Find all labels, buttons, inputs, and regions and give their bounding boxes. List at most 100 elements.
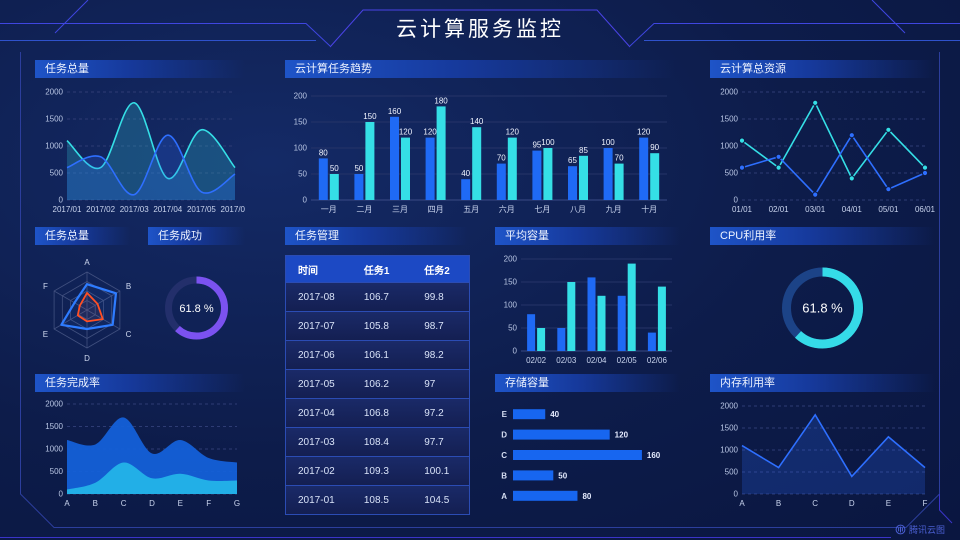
svg-text:05/01: 05/01 [878, 205, 899, 214]
table-cell: 97.2 [424, 407, 444, 419]
table-row: 2017-08 106.7 99.8 [286, 282, 469, 311]
svg-text:0: 0 [59, 490, 64, 499]
svg-text:D: D [501, 431, 507, 440]
panel-avg-capacity: 平均容量 0 50 100 150 200 02/02 02/03 02/04 02/05 02/… [495, 227, 680, 367]
panel-title-avg-capacity: 平均容量 [495, 227, 680, 245]
task-total-line-chart: 0 500 1000 1500 2000 2017/01 2017/02 2017/03 201… [45, 88, 245, 215]
svg-text:F: F [43, 282, 48, 291]
svg-text:40: 40 [461, 169, 470, 178]
svg-text:02/06: 02/06 [647, 356, 668, 365]
svg-text:01/01: 01/01 [732, 205, 753, 214]
svg-text:1000: 1000 [45, 142, 63, 151]
svg-text:150: 150 [504, 278, 518, 287]
svg-text:500: 500 [50, 467, 64, 476]
table-cell: 106.8 [363, 407, 389, 419]
svg-text:1000: 1000 [720, 142, 738, 151]
svg-text:80: 80 [319, 148, 328, 157]
svg-text:六月: 六月 [499, 204, 515, 214]
table-cell: 108.4 [363, 436, 389, 448]
table-cell: 100.1 [424, 465, 450, 477]
panel-cloud-resource: 云计算总资源 0 500 1000 1500 2000 01/01 02/01 03/01 04… [710, 60, 935, 216]
svg-text:100: 100 [294, 144, 308, 153]
svg-text:02/02: 02/02 [526, 356, 547, 365]
svg-text:0: 0 [734, 490, 739, 499]
task-table: 时间 任务1 任务2 2017-08 106.7 99.8 2017-07 105.8 98.7… [285, 255, 470, 515]
table-cell: 2017-02 [298, 465, 335, 477]
brand-watermark-text: 腾讯云图 [909, 525, 946, 535]
svg-text:90: 90 [650, 143, 659, 152]
svg-text:120: 120 [423, 128, 437, 137]
svg-text:E: E [886, 499, 891, 508]
table-cell: 97 [424, 378, 436, 390]
panel-title-task-manage: 任务管理 [285, 227, 468, 245]
svg-text:02/01: 02/01 [769, 205, 790, 214]
table-cell: 98.2 [424, 349, 444, 361]
svg-text:0: 0 [59, 196, 64, 205]
svg-text:A: A [84, 258, 90, 267]
panel-task-total-radar: 任务总量 A B C D E F [35, 227, 135, 367]
svg-text:1500: 1500 [720, 115, 738, 124]
mem-usage-line-chart: 0 500 1000 1500 2000 A B C D E F [720, 402, 927, 509]
task-complete-area-chart: 0 500 1000 1500 2000 A B C D E F G [45, 400, 240, 509]
svg-text:七月: 七月 [534, 205, 550, 214]
svg-text:65: 65 [568, 156, 577, 165]
panel-title-cloud-task-trend: 云计算任务趋势 [285, 60, 675, 78]
panel-task-success: 任务成功 61.8 % [148, 227, 245, 367]
svg-text:E: E [178, 499, 183, 508]
svg-text:200: 200 [294, 92, 308, 101]
table-row: 2017-02 109.3 100.1 [286, 456, 469, 485]
svg-text:85: 85 [579, 146, 588, 155]
svg-text:1500: 1500 [720, 424, 738, 433]
svg-text:八月: 八月 [570, 205, 586, 214]
svg-text:2017/05: 2017/05 [187, 205, 216, 214]
svg-text:50: 50 [298, 170, 307, 179]
svg-text:120: 120 [615, 431, 629, 440]
table-cell: 2017-06 [298, 349, 335, 361]
svg-text:2000: 2000 [45, 400, 63, 409]
svg-text:120: 120 [506, 128, 520, 137]
svg-text:100: 100 [504, 301, 518, 310]
svg-text:2000: 2000 [720, 402, 738, 411]
svg-text:B: B [776, 499, 781, 508]
svg-text:120: 120 [399, 128, 413, 137]
svg-text:五月: 五月 [463, 205, 479, 214]
table-header-cell: 任务2 [424, 265, 450, 277]
svg-text:2017/03: 2017/03 [120, 205, 149, 214]
panel-title-mem-usage: 内存利用率 [710, 374, 935, 392]
svg-text:80: 80 [582, 492, 591, 501]
svg-text:C: C [121, 499, 127, 508]
svg-text:02/04: 02/04 [586, 356, 607, 365]
table-row: 2017-07 105.8 98.7 [286, 311, 469, 340]
table-header-cell: 时间 [298, 265, 318, 277]
svg-text:2000: 2000 [45, 88, 63, 97]
page-title: 云计算服务监控 [396, 18, 564, 41]
table-cell: 106.7 [363, 291, 389, 303]
svg-text:1000: 1000 [720, 446, 738, 455]
svg-text:A: A [739, 499, 745, 508]
svg-text:2017/04: 2017/04 [153, 205, 182, 214]
table-cell: 105.8 [363, 320, 389, 332]
panel-title-cloud-resource: 云计算总资源 [710, 60, 935, 78]
svg-text:D: D [149, 499, 155, 508]
table-cell: 2017-05 [298, 378, 335, 390]
svg-text:500: 500 [725, 169, 739, 178]
svg-text:D: D [84, 354, 90, 363]
svg-text:50: 50 [508, 324, 517, 333]
table-cell: 109.3 [363, 465, 389, 477]
table-header-cell: 任务1 [363, 265, 390, 277]
svg-text:180: 180 [434, 96, 448, 105]
svg-text:06/01: 06/01 [915, 205, 935, 214]
svg-text:D: D [849, 499, 855, 508]
cloud-task-trend-chart: 050100150200一月8050二月50150三月160120四月12018… [294, 92, 667, 214]
svg-text:B: B [93, 499, 98, 508]
svg-text:E: E [43, 330, 48, 339]
panel-storage: 存储容量 E 40 D 120 C 160 B 50 A 80 [495, 374, 680, 510]
table-cell: 2017-01 [298, 494, 335, 506]
table-row: 2017-01 108.5 104.5 [286, 485, 469, 514]
task-success-donut-chart: 61.8 % [165, 276, 228, 340]
panel-task-complete: 任务完成率 0 500 1000 1500 2000 A B C D E F G [35, 374, 245, 510]
panel-title-cpu-usage: CPU利用率 [710, 227, 935, 245]
panel-task-total-line: 任务总量 0 500 1000 1500 2000 2017/01 2017/02 2017/… [35, 60, 245, 216]
svg-text:50: 50 [558, 471, 567, 480]
